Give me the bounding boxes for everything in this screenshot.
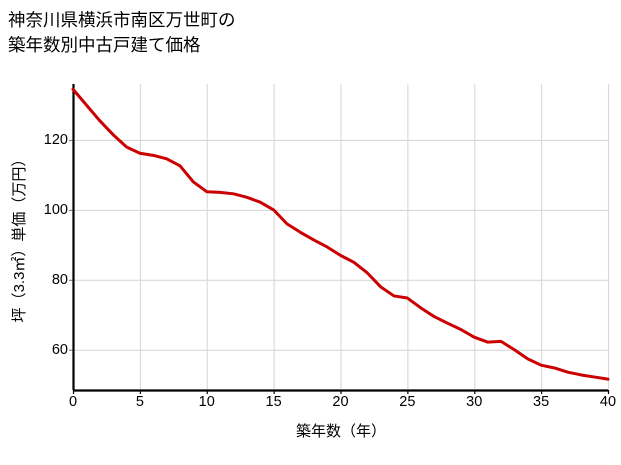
x-tick-label: 35 [533, 394, 550, 410]
gridlines [73, 84, 610, 390]
x-tick-label: 0 [68, 394, 78, 410]
x-tick-label: 5 [135, 394, 144, 410]
y-tick-label: 80 [51, 271, 68, 288]
y-axis-tick-labels: 60 80 100 120 [28, 0, 68, 465]
x-tick-label: 15 [265, 394, 282, 410]
data-line-series-1 [71, 87, 610, 381]
x-tick-label: 20 [332, 394, 349, 410]
y-tick-label: 100 [43, 201, 68, 218]
axis-spines [72, 84, 608, 392]
chart-title: 神奈川県横浜市南区万世町の 築年数別中古戸建て価格 [8, 10, 236, 56]
x-tick-label: 40 [599, 394, 617, 410]
x-tick-label: 30 [466, 394, 483, 410]
x-axis-label: 築年数（年） [295, 423, 386, 440]
axis-ticks [69, 139, 610, 394]
y-tick-label: 120 [43, 131, 68, 148]
x-tick-label: 10 [198, 394, 215, 410]
y-tick-label: 60 [51, 341, 68, 358]
x-tick-label: 25 [399, 394, 416, 410]
